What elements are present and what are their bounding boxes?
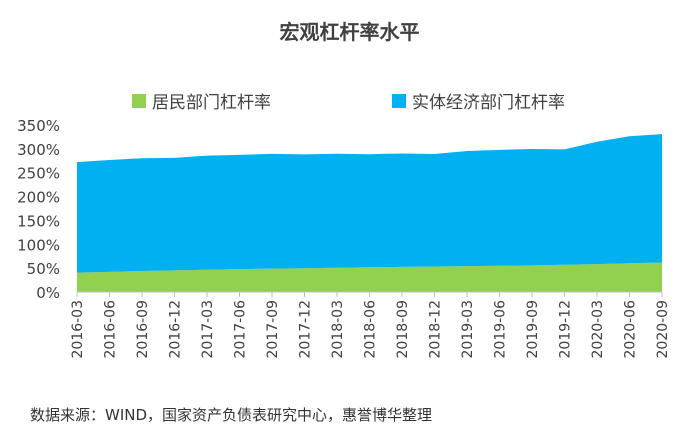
x-tick-label: 2018-03: [330, 300, 346, 359]
x-tick-label: 2017-06: [233, 300, 249, 359]
y-tick-label: 350%: [17, 117, 60, 135]
x-tick-label: 2018-06: [363, 300, 379, 359]
x-tick-label: 2016-12: [168, 300, 184, 359]
x-tick-label: 2016-03: [70, 300, 86, 359]
x-tick-label: 2019-12: [558, 300, 574, 359]
x-tick-label: 2020-06: [623, 300, 639, 359]
chart-title: 宏观杠杆率水平: [279, 20, 420, 44]
y-tick-label: 150%: [17, 212, 60, 230]
x-tick-label: 2019-09: [525, 300, 541, 359]
y-tick-label: 0%: [36, 284, 60, 302]
legend-label-real-economy: 实体经济部门杠杆率: [412, 93, 565, 113]
legend: 居民部门杠杆率 实体经济部门杠杆率: [0, 88, 699, 113]
source-note: 数据来源：WIND，国家资产负债表研究中心，惠誉博华整理: [30, 406, 433, 424]
x-tick-label: 2020-09: [655, 300, 671, 359]
x-tick-label: 2019-03: [460, 300, 476, 359]
legend-swatch-household: [132, 93, 146, 108]
x-tick-label: 2018-12: [428, 300, 444, 359]
legend-label-household: 居民部门杠杆率: [152, 93, 271, 113]
x-tick-label: 2016-06: [103, 300, 119, 359]
x-tick-label: 2020-03: [590, 300, 606, 359]
legend-swatch-real-economy: [392, 93, 406, 108]
y-tick-label: 200%: [17, 189, 60, 207]
x-tick-label: 2017-12: [298, 300, 314, 359]
x-tick-label: 2017-03: [200, 300, 216, 359]
y-tick-label: 300%: [17, 141, 60, 159]
x-tick-label: 2017-09: [265, 300, 281, 359]
x-tick-label: 2018-09: [395, 300, 411, 359]
legend-item-real-economy: 实体经济部门杠杆率: [392, 88, 565, 113]
x-tick-label: 2019-06: [493, 300, 509, 359]
x-tick-label: 2016-09: [135, 300, 151, 359]
area-series-1: [77, 134, 662, 273]
area-series-0: [77, 262, 662, 292]
legend-item-household: 居民部门杠杆率: [132, 88, 271, 113]
y-tick-label: 100%: [17, 236, 60, 254]
y-tick-label: 50%: [27, 260, 60, 278]
y-tick-label: 250%: [17, 165, 60, 183]
